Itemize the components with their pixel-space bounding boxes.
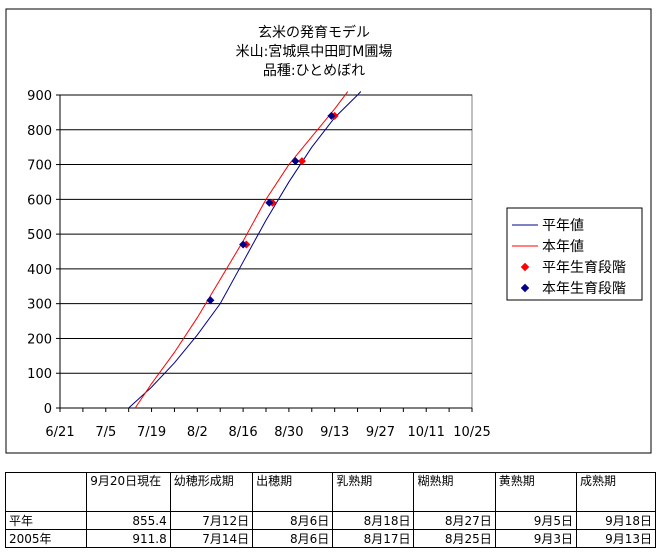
stage-marker-point: [297, 157, 306, 166]
table-cell: 7月12日: [169, 511, 254, 530]
row-label-normal: 平年: [4, 511, 88, 530]
y-tick-label: 400: [27, 263, 52, 278]
x-axis-ticks: 6/21 7/5 7/19 8/2 8/16 8/30 9/13 9/27 10/11 10/25: [45, 407, 491, 440]
legend-label-normal-line: 平年値: [542, 218, 584, 234]
header-cell-panicle-initiation: 幼穂形成期: [169, 472, 254, 512]
y-tick-label: 300: [27, 298, 52, 313]
y-tick-label: 200: [27, 332, 52, 347]
x-tick-label: 7/5: [95, 425, 116, 440]
x-tick-label: 9/27: [366, 425, 395, 440]
stage-marker-point: [291, 157, 300, 166]
header-cell-heading: 出穂期: [252, 472, 334, 512]
chart-frame: 玄米の発育モデル 米山:宮城県中田町M圃場 品種:ひとめぼれ 0 100 200 30…: [5, 8, 652, 454]
legend: 平年値 本年値 平年生育段階 本年生育段階: [506, 207, 643, 301]
table-cell: 855.4: [86, 511, 171, 530]
y-axis-ticks: 0 100 200 300 400 500 600 700 800 900: [27, 89, 61, 417]
y-tick-label: 100: [27, 367, 52, 382]
y-tick-label: 800: [27, 124, 52, 139]
growth-stage-table: 9月20日現在 幼穂形成期 出穂期 乳熟期 糊熟期 黄熟期 成熟期 平年 855…: [4, 472, 657, 548]
row-label-2005: 2005年: [4, 529, 88, 548]
legend-label-normal-stage: 平年生育段階: [542, 260, 626, 276]
x-tick-label: 6/21: [45, 425, 74, 440]
stage-marker-point: [239, 240, 248, 249]
x-tick-label: 8/2: [187, 425, 208, 440]
legend-swatch-normal-stage: [520, 262, 530, 272]
table-cell: 7月14日: [169, 529, 254, 548]
series-layer: [128, 91, 362, 409]
table-cell: 8月25日: [413, 529, 496, 548]
header-cell-yellow-ripe: 黄熟期: [494, 472, 577, 512]
legend-label-current-line: 本年値: [542, 239, 584, 255]
table-cell: 9月5日: [494, 511, 577, 530]
stage-marker-point: [327, 111, 336, 120]
chart-title-line-1: 玄米の発育モデル: [258, 24, 370, 41]
y-tick-label: 500: [27, 228, 52, 243]
table-cell: 9月18日: [575, 511, 657, 530]
table-header-row: 9月20日現在 幼穂形成期 出穂期 乳熟期 糊熟期 黄熟期 成熟期: [4, 472, 657, 512]
plot-area: [59, 94, 473, 409]
table-row: 2005年 911.8 7月14日 8月6日 8月17日 8月25日 9月3日 …: [4, 529, 657, 548]
table-cell: 8月27日: [413, 511, 496, 530]
header-cell-dough-ripe: 糊熟期: [413, 472, 496, 512]
x-tick-label: 10/11: [407, 425, 444, 440]
table-cell: 9月13日: [575, 529, 657, 548]
table-cell: 8月6日: [252, 529, 334, 548]
table-row: 平年 855.4 7月12日 8月6日 8月18日 8月27日 9月5日 9月1…: [4, 511, 657, 530]
table-cell: 9月3日: [494, 529, 577, 548]
stage-marker-point: [206, 296, 215, 305]
chart-title-line-3: 品種:ひとめぼれ: [263, 63, 365, 79]
x-tick-label: 10/25: [453, 425, 490, 440]
chart-title-line-2: 米山:宮城県中田町M圃場: [236, 44, 393, 60]
x-tick-label: 8/30: [274, 425, 303, 440]
y-tick-label: 0: [44, 402, 52, 417]
x-tick-label: 8/16: [229, 425, 258, 440]
x-tick-label: 9/13: [320, 425, 349, 440]
legend-box: [506, 207, 643, 301]
table-cell: 8月17日: [332, 529, 415, 548]
stage-marker-point: [265, 198, 274, 207]
table-cell: 8月18日: [332, 511, 415, 530]
legend-label-current-stage: 本年生育段階: [542, 281, 626, 297]
header-cell-full-ripe: 成熟期: [575, 472, 657, 512]
legend-swatch-current-stage: [520, 283, 530, 293]
y-tick-label: 900: [27, 89, 52, 104]
header-cell-milk-ripe: 乳熟期: [332, 472, 415, 512]
x-tick-label: 7/19: [137, 425, 166, 440]
table-cell: 8月6日: [252, 511, 334, 530]
table-cell: 911.8: [86, 529, 171, 548]
y-tick-label: 700: [27, 159, 52, 174]
header-cell-current-value: 9月20日現在: [86, 472, 171, 512]
table-corner-cell: [4, 472, 88, 512]
y-tick-label: 600: [27, 193, 52, 208]
series-line-0: [128, 91, 362, 409]
